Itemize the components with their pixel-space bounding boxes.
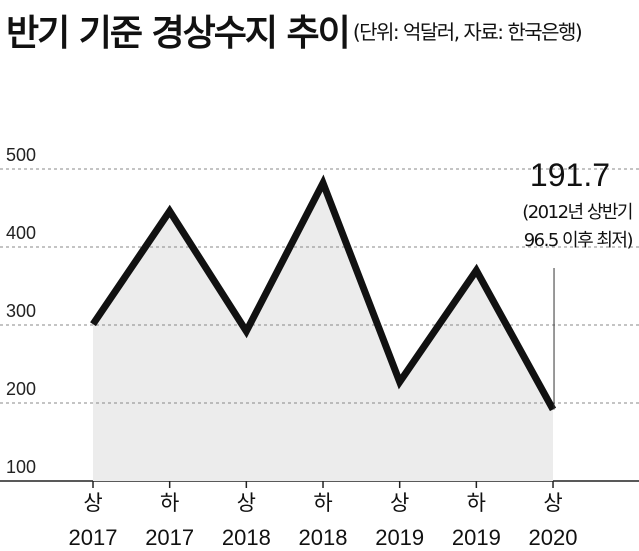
annotation-value: 191.7 (530, 157, 610, 193)
x-half-label: 상 (83, 491, 102, 515)
y-tick-label: 200 (6, 379, 36, 399)
title-row: 반기 기준 경상수지 추이 (단위: 억달러, 자료: 한국은행) (6, 4, 636, 56)
x-half-label: 상 (390, 491, 409, 515)
y-tick-layer: 100 200 300 400 500 (6, 145, 36, 477)
x-half-label: 하 (467, 491, 486, 515)
x-year-label: 2017 (69, 525, 118, 550)
annotation-layer: 191.7 (2012년 상반기 96.5 이후 최저) (522, 157, 634, 410)
x-year-label: 2018 (299, 525, 348, 550)
x-year-label: 2018 (222, 525, 271, 550)
x-year-label: 2020 (529, 525, 578, 550)
y-tick-label: 500 (6, 145, 36, 165)
annotation-note-line2: 96.5 이후 최저) (524, 230, 633, 251)
annotation-note-line1: (2012년 상반기 (522, 202, 632, 223)
area-layer (0, 168, 639, 482)
x-year-label: 2019 (375, 525, 424, 550)
y-tick-label: 300 (6, 301, 36, 321)
chart-subtitle: (단위: 억달러, 자료: 한국은행) (352, 19, 583, 44)
x-axis-layer: 상 2017 하 2017 상 2018 하 2018 상 2019 하 2019 상 2020 (69, 481, 578, 550)
x-half-label: 하 (160, 491, 179, 515)
x-half-label: 하 (313, 491, 332, 515)
chart-title: 반기 기준 경상수지 추이 (6, 13, 351, 54)
x-half-label: 상 (543, 491, 562, 515)
y-tick-label: 100 (6, 457, 36, 477)
x-year-label: 2019 (452, 525, 501, 550)
x-year-label: 2017 (145, 525, 194, 550)
y-tick-label: 400 (6, 223, 36, 243)
x-half-label: 상 (237, 491, 256, 515)
area-fill (93, 183, 554, 482)
